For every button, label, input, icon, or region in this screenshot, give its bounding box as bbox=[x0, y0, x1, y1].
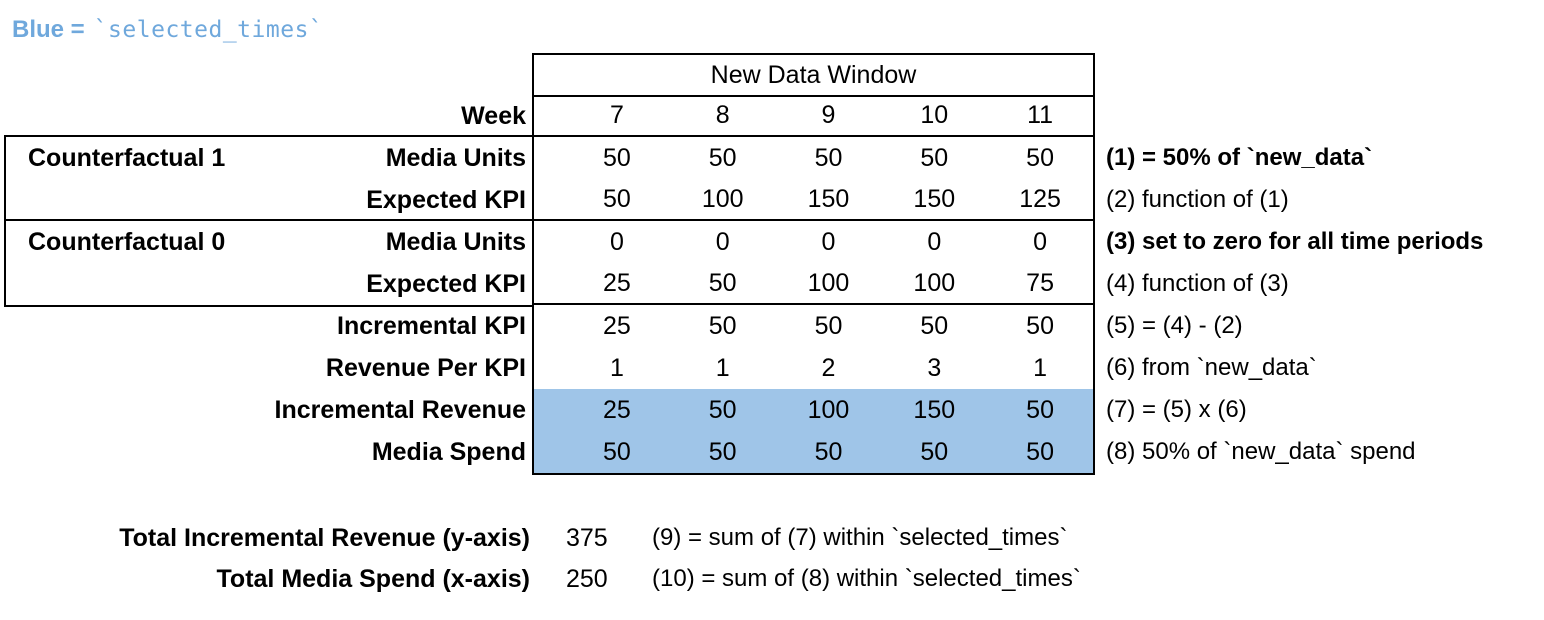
note-1: (1) = 50% of `new_data` bbox=[1106, 144, 1373, 171]
row-label-media-units-cf1: Media Units bbox=[385, 144, 526, 172]
week-cell: 7 bbox=[609, 101, 624, 129]
data-cell: 125 bbox=[1019, 185, 1061, 213]
week-cell: 11 bbox=[1027, 101, 1054, 129]
data-cell: 50 bbox=[602, 185, 631, 213]
week-cell: 10 bbox=[920, 101, 949, 129]
row-label-media-units-cf0: Media Units bbox=[385, 228, 526, 256]
note-4: (4) function of (3) bbox=[1106, 270, 1289, 297]
row-label-expected-kpi-cf0: Expected KPI bbox=[366, 270, 526, 298]
data-cell: 50 bbox=[708, 396, 737, 424]
total-media-spend-value: 250 bbox=[566, 565, 608, 593]
data-cell: 50 bbox=[814, 144, 843, 172]
data-cell: 150 bbox=[913, 396, 956, 424]
counterfactual-0-box bbox=[4, 221, 532, 307]
data-cell: 25 bbox=[602, 396, 631, 424]
data-cell: 50 bbox=[920, 312, 949, 340]
week-row: 7 8 9 10 11 bbox=[534, 95, 1093, 137]
note-6: (6) from `new_data` bbox=[1106, 354, 1317, 381]
data-cell: 50 bbox=[708, 269, 737, 297]
data-cell: 0 bbox=[821, 228, 836, 256]
data-table: 7 8 9 10 11 50 50 50 50 50 50 100 150 15… bbox=[532, 95, 1095, 475]
data-cell: 50 bbox=[708, 144, 737, 172]
row-label-incremental-kpi: Incremental KPI bbox=[337, 312, 526, 340]
data-cell: 0 bbox=[1033, 228, 1048, 256]
data-cell: 50 bbox=[1026, 312, 1054, 340]
data-cell: 50 bbox=[1026, 144, 1054, 172]
data-cell: 100 bbox=[913, 269, 956, 297]
data-cell: 50 bbox=[814, 438, 843, 466]
counterfactual-1-label: Counterfactual 1 bbox=[28, 144, 226, 172]
row-label-week: Week bbox=[461, 102, 526, 130]
week-cell: 8 bbox=[715, 101, 730, 129]
cf1-expected-kpi-row: 50 100 150 150 125 bbox=[534, 179, 1093, 221]
week-cell: 9 bbox=[821, 101, 836, 129]
media-spend-row: 50 50 50 50 50 bbox=[534, 431, 1093, 473]
total-incremental-revenue-label: Total Incremental Revenue (y-axis) bbox=[119, 524, 530, 552]
incremental-revenue-row: 25 50 100 150 50 bbox=[534, 389, 1093, 431]
data-cell: 1 bbox=[609, 354, 624, 382]
cf1-media-units-row: 50 50 50 50 50 bbox=[534, 137, 1093, 179]
data-cell: 3 bbox=[927, 354, 942, 382]
data-cell: 1 bbox=[715, 354, 730, 382]
note-8: (8) 50% of `new_data` spend bbox=[1106, 438, 1416, 465]
data-cell: 0 bbox=[609, 228, 624, 256]
total-incremental-revenue-value: 375 bbox=[566, 524, 608, 552]
data-cell: 25 bbox=[602, 312, 631, 340]
data-cell: 50 bbox=[920, 144, 949, 172]
data-cell: 50 bbox=[814, 312, 843, 340]
data-cell: 25 bbox=[602, 269, 631, 297]
row-label-incremental-revenue: Incremental Revenue bbox=[274, 396, 527, 424]
total-media-spend-label: Total Media Spend (x-axis) bbox=[216, 565, 530, 593]
data-cell: 100 bbox=[701, 185, 744, 213]
note-5: (5) = (4) - (2) bbox=[1106, 312, 1243, 339]
new-data-window-header: New Data Window bbox=[532, 53, 1095, 97]
data-cell: 2 bbox=[821, 354, 836, 382]
data-cell: 100 bbox=[807, 396, 850, 424]
note-7: (7) = (5) x (6) bbox=[1106, 396, 1247, 423]
legend-blue-label: Blue = bbox=[12, 16, 85, 43]
data-cell: 50 bbox=[602, 438, 631, 466]
data-cell: 50 bbox=[1026, 396, 1054, 424]
note-2: (2) function of (1) bbox=[1106, 186, 1289, 213]
data-cell: 50 bbox=[920, 438, 949, 466]
data-cell: 0 bbox=[715, 228, 730, 256]
note-9: (9) = sum of (7) within `selected_times` bbox=[652, 524, 1068, 551]
legend: Blue = `selected_times` bbox=[12, 16, 323, 44]
data-cell: 75 bbox=[1026, 269, 1054, 297]
data-cell: 150 bbox=[913, 185, 956, 213]
data-cell: 50 bbox=[708, 438, 737, 466]
legend-selected-times-code: `selected_times` bbox=[93, 17, 324, 43]
data-cell: 0 bbox=[927, 228, 942, 256]
cf0-expected-kpi-row: 25 50 100 100 75 bbox=[534, 263, 1093, 305]
data-cell: 50 bbox=[1026, 438, 1054, 466]
data-cell: 150 bbox=[807, 185, 850, 213]
data-cell: 1 bbox=[1033, 354, 1048, 382]
row-label-expected-kpi-cf1: Expected KPI bbox=[366, 186, 526, 214]
note-3: (3) set to zero for all time periods bbox=[1106, 228, 1484, 255]
counterfactual-1-box bbox=[4, 135, 532, 221]
cf0-media-units-row: 0 0 0 0 0 bbox=[534, 221, 1093, 263]
new-data-window-title: New Data Window bbox=[710, 60, 917, 89]
row-label-media-spend: Media Spend bbox=[371, 438, 526, 466]
data-cell: 100 bbox=[807, 269, 850, 297]
counterfactual-0-label: Counterfactual 0 bbox=[28, 228, 226, 256]
incremental-kpi-row: 25 50 50 50 50 bbox=[534, 305, 1093, 347]
data-cell: 50 bbox=[708, 312, 737, 340]
data-cell: 50 bbox=[602, 144, 631, 172]
revenue-per-kpi-row: 1 1 2 3 1 bbox=[534, 347, 1093, 389]
note-10: (10) = sum of (8) within `selected_times… bbox=[652, 565, 1081, 592]
row-label-revenue-per-kpi: Revenue Per KPI bbox=[325, 354, 526, 382]
